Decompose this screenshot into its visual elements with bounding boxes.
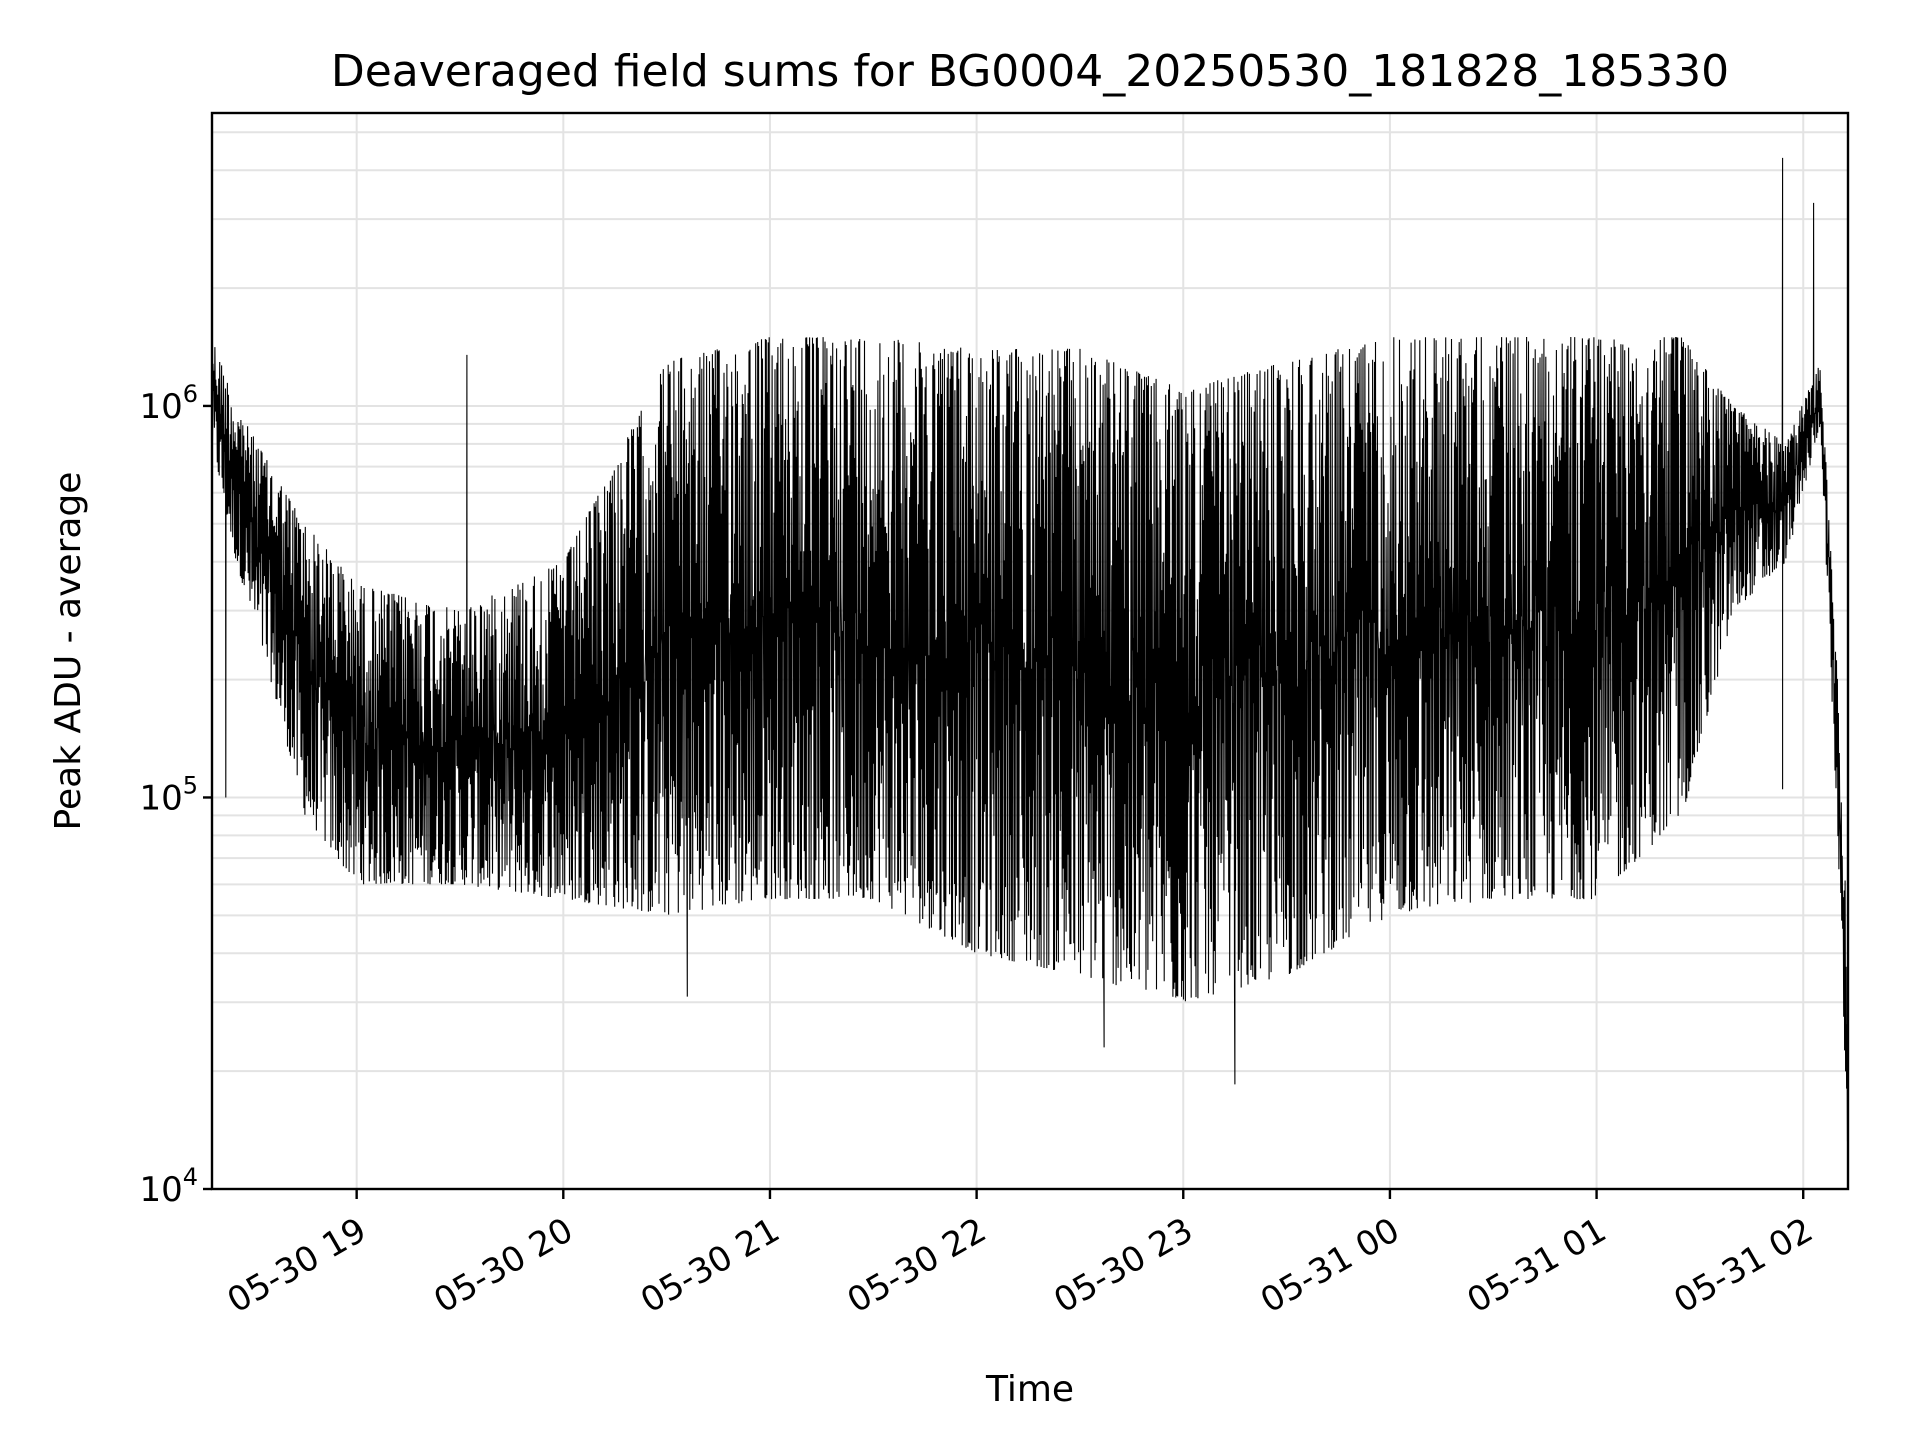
y-tick-label: 106	[139, 380, 198, 427]
y-tick-label: 104	[139, 1163, 198, 1210]
y-tick-base: 10	[139, 1170, 182, 1210]
y-tick-base: 10	[139, 778, 182, 818]
series-line	[211, 157, 1849, 1142]
x-axis-label: Time	[985, 1369, 1074, 1410]
y-tick-label: 105	[139, 771, 198, 818]
y-tick-exponent: 5	[183, 771, 198, 799]
plot-frame	[210, 111, 1850, 1191]
data-area	[211, 157, 1849, 1142]
y-tick-exponent: 4	[183, 1163, 198, 1191]
y-axis-label: Peak ADU - average	[48, 472, 89, 831]
chart-title: Deaveraged field sums for BG0004_2025053…	[331, 46, 1729, 97]
y-tick-exponent: 6	[183, 380, 198, 408]
y-tick-base: 10	[139, 387, 182, 427]
